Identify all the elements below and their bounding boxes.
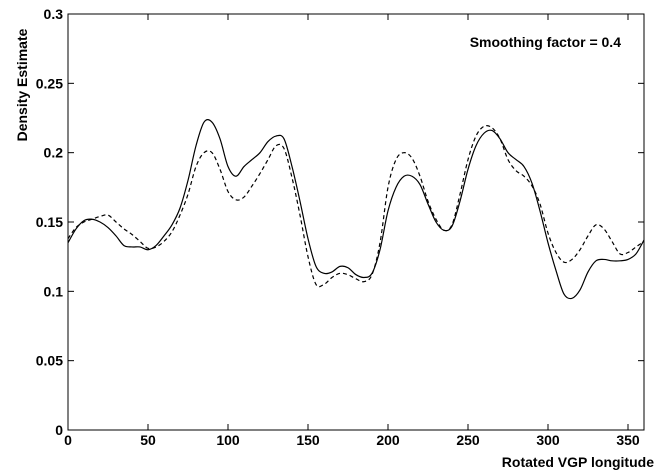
y-tick-label: 0 <box>55 422 63 438</box>
x-tick-label: 250 <box>456 432 480 448</box>
y-tick-label: 0.2 <box>44 145 64 161</box>
y-tick-label: 0.05 <box>36 353 63 369</box>
y-tick-label: 0.1 <box>44 283 64 299</box>
x-tick-label: 300 <box>536 432 560 448</box>
x-tick-label: 350 <box>616 432 640 448</box>
dashed-series-line <box>67 125 645 288</box>
plot-area <box>68 14 644 430</box>
annotation-label: Smoothing factor = 0.4 <box>470 34 622 50</box>
y-axis-title: Density Estimate <box>14 28 30 141</box>
y-tick-label: 0.3 <box>44 6 64 22</box>
series-layer <box>67 119 645 300</box>
x-axis-title: Rotated VGP longitude <box>502 454 654 470</box>
solid-series-line <box>67 119 645 300</box>
x-tick-label: 150 <box>296 432 320 448</box>
x-tick-label: 100 <box>216 432 240 448</box>
x-tick-label: 200 <box>376 432 400 448</box>
x-tick-label: 50 <box>140 432 156 448</box>
x-tick-label: 0 <box>64 432 72 448</box>
y-tick-label: 0.15 <box>36 214 63 230</box>
y-tick-label: 0.25 <box>36 75 63 91</box>
ticks-layer: 0 50 100 150 200 250 300 350 0 0.05 0.1 0.15 0.2 0.25… <box>36 6 644 448</box>
